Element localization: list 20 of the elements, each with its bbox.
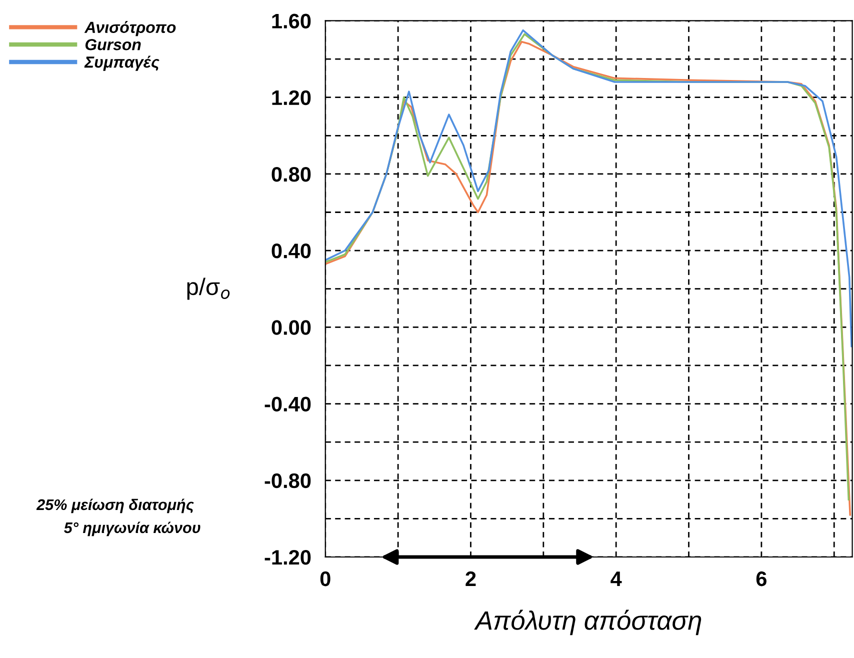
- y-tick-label: -0.80: [264, 473, 311, 488]
- y-tick-label: 1.20: [272, 90, 311, 106]
- x-axis-title: Απόλυτη απόσταση: [474, 610, 702, 636]
- text: 25% μείωση διατομής: [36, 498, 194, 514]
- x-tick-label: 0: [320, 571, 330, 586]
- y-tick-label: 1.60: [272, 14, 311, 28]
- x-tick-label: 2: [466, 571, 476, 586]
- line-series: [325, 29, 852, 348]
- legend-label: Ανισότροπο: [84, 21, 176, 36]
- y-tick-label: -1.20: [264, 550, 311, 565]
- y-tick-label: 0.40: [272, 244, 311, 258]
- x-tick-label: 6: [756, 571, 766, 586]
- y-axis-title: p/σ$_{o}$: [187, 278, 230, 300]
- y-tick-label: 0.80: [272, 166, 311, 182]
- legend-label: Gurson: [85, 38, 141, 50]
- text: 5° ημιγωνία κώνου: [64, 522, 200, 536]
- legend-label: Συμπαγές: [84, 56, 160, 71]
- y-tick-label: -0.40: [264, 396, 311, 412]
- y-tick-label: 0.00: [272, 320, 311, 335]
- x-tick-label: 4: [610, 572, 622, 586]
